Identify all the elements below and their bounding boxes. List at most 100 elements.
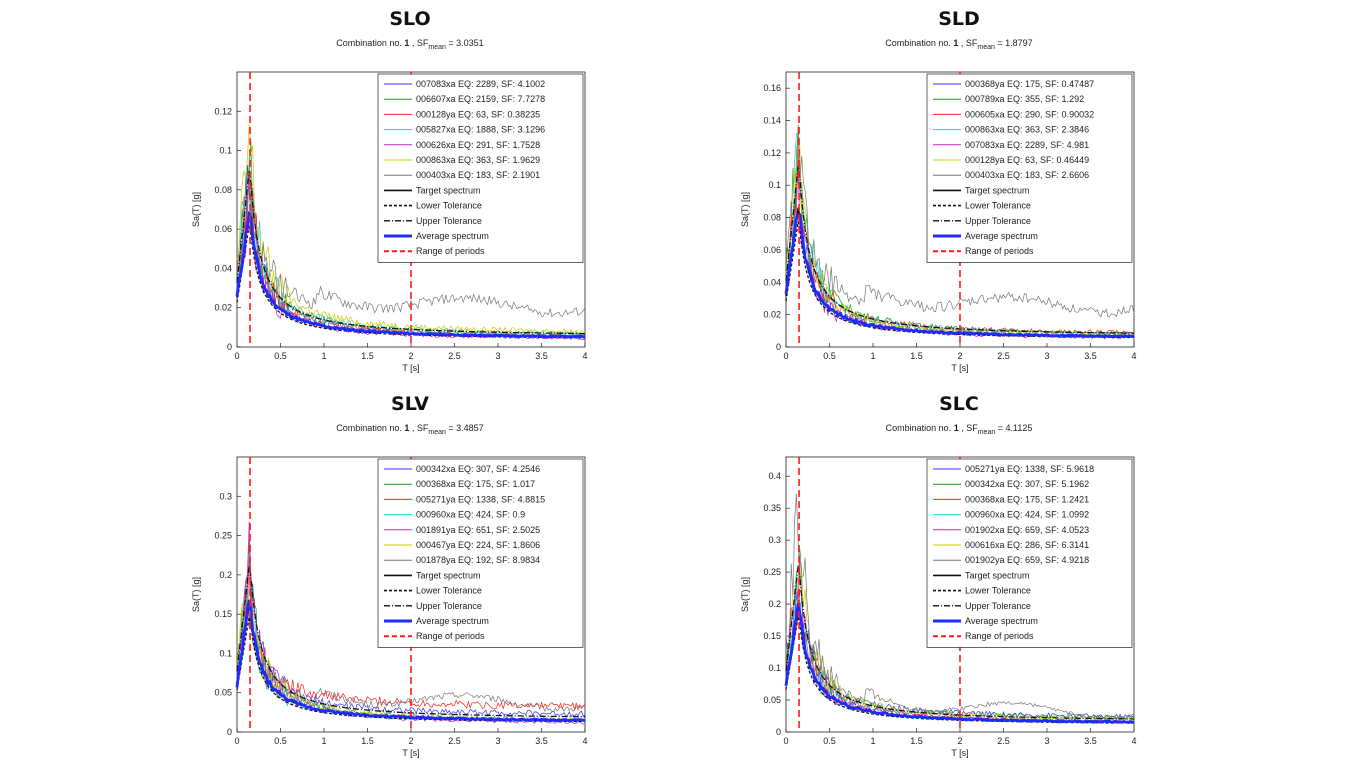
legend-box [926,458,1133,648]
legend-label: Average spectrum [965,231,1038,241]
x-tick-label: 2.5 [997,351,1010,361]
legend-label: Upper Tolerance [416,601,482,611]
y-tick-label: 0.4 [768,471,781,481]
y-tick-label: 0.04 [214,263,232,273]
x-tick-label: 3 [1044,351,1049,361]
chart-subtitle: Combination no. 1 , SFmean = 4.1125 [885,423,1033,436]
y-axis-label: Sa(T) [g] [740,577,750,612]
x-tick-label: 0.5 [823,351,836,361]
spectrum-plot-slo: 0 0.5 1 1.5 2 2.5 3 3.5 4 0 0.02 0.04 0.06 0.08 0.1 0.1… [191,71,588,373]
x-tick-label: 1 [321,736,326,746]
x-tick-label: 3 [495,351,500,361]
x-tick-label: 1.5 [361,736,374,746]
legend-label: 000368xa EQ: 175, SF: 1.017 [416,479,535,489]
legend-label: 000403xa EQ: 183, SF: 2.1901 [416,170,540,180]
x-tick-label: 3 [495,736,500,746]
y-axis-label: Sa(T) [g] [191,577,201,612]
legend-label: 001902xa EQ: 659, SF: 4.0523 [965,525,1089,535]
y-tick-label: 0.3 [219,491,232,501]
x-axis-label: T [s] [402,363,419,373]
panel-slc: SLC Combination no. 1 , SFmean = 4.1125 … [729,393,1189,763]
x-tick-label: 2.5 [448,351,461,361]
chart-title: SLC [939,393,979,415]
y-tick-label: 0.02 [214,303,232,313]
legend-label: 006607xa EQ: 2159, SF: 7.7278 [416,94,545,104]
x-tick-label: 3.5 [535,351,548,361]
legend-label: 001878ya EQ: 192, SF: 8.9834 [416,555,540,565]
y-tick-label: 0.16 [763,83,781,93]
x-tick-label: 3.5 [535,736,548,746]
x-tick-label: 1.5 [361,351,374,361]
x-tick-label: 4 [582,351,587,361]
legend-label: 005827xa EQ: 1888, SF: 3.1296 [416,125,545,135]
legend-label: 000626xa EQ: 291, SF: 1.7528 [416,140,540,150]
spectrum-plot-slc: 0 0.5 1 1.5 2 2.5 3 3.5 4 0 0.05 0.1 0.15 0.2 0.25 0.3 0… [740,456,1137,758]
average-spectrum-line [784,603,1135,724]
x-tick-label: 0.5 [823,736,836,746]
x-axis-label: T [s] [951,363,968,373]
spectrum-plot-sld: 0 0.5 1 1.5 2 2.5 3 3.5 4 0 0.02 0.04 0.06 0.08 0.1 0.1… [740,71,1137,373]
legend-label: 000368ya EQ: 175, SF: 0.47487 [965,79,1094,89]
legend-box [926,73,1133,263]
legend-label: 007083xa EQ: 2289, SF: 4.981 [965,140,1089,150]
legend-label: Lower Tolerance [965,586,1031,596]
x-tick-label: 0.5 [274,351,287,361]
legend-label: Range of periods [965,246,1034,256]
legend-label: 001902ya EQ: 659, SF: 4.9218 [965,555,1089,565]
chart-subtitle: Combination no. 1 , SFmean = 3.4857 [336,423,484,436]
legend-label: Target spectrum [965,185,1030,195]
legend-label: 000960xa EQ: 424, SF: 0.9 [416,510,525,520]
y-tick-label: 0.06 [763,245,781,255]
legend-label: 005271ya EQ: 1338, SF: 4.8815 [416,494,545,504]
legend-label: Lower Tolerance [416,586,482,596]
legend-label: 000605xa EQ: 290, SF: 0.90032 [965,109,1094,119]
lower-tolerance-line [236,616,586,723]
y-axis-label: Sa(T) [g] [740,192,750,227]
legend-label: 000342xa EQ: 307, SF: 5.1962 [965,479,1089,489]
legend-label: Range of periods [416,631,485,641]
x-tick-label: 4 [1131,351,1136,361]
panel-slo: SLO Combination no. 1 , SFmean = 3.0351 … [180,8,640,378]
y-tick-label: 0.14 [763,116,781,126]
x-tick-label: 0 [234,736,239,746]
y-tick-label: 0.05 [763,695,781,705]
spectrum-plot-slv: 0 0.5 1 1.5 2 2.5 3 3.5 4 0 0.05 0.1 0.15 0.2 0.25 0.3 T… [191,456,588,758]
legend-label: Lower Tolerance [416,201,482,211]
legend-label: 000368xa EQ: 175, SF: 1.2421 [965,494,1089,504]
average-spectrum-line [784,213,1135,339]
y-tick-label: 0.02 [763,310,781,320]
legend-label: Average spectrum [416,231,489,241]
legend-label: Range of periods [965,631,1034,641]
y-tick-label: 0.08 [763,213,781,223]
legend-label: 000128ya EQ: 63, SF: 0.38235 [416,109,540,119]
y-tick-label: 0 [776,727,781,737]
y-tick-label: 0.25 [214,531,232,541]
x-tick-label: 0.5 [274,736,287,746]
average-spectrum-line [235,210,586,339]
y-tick-label: 0.15 [763,631,781,641]
x-tick-label: 3.5 [1084,351,1097,361]
x-tick-label: 1.5 [910,736,923,746]
y-tick-label: 0.15 [214,609,232,619]
y-tick-label: 0.06 [214,224,232,234]
legend-label: Upper Tolerance [965,601,1031,611]
x-tick-label: 1 [870,736,875,746]
y-tick-label: 0.12 [763,148,781,158]
x-tick-label: 1 [321,351,326,361]
chart-title: SLV [391,393,429,415]
y-tick-label: 0.08 [214,185,232,195]
legend-label: Range of periods [416,246,485,256]
legend-label: 000467ya EQ: 224, SF: 1.8606 [416,540,540,550]
legend-label: 000342xa EQ: 307, SF: 4.2546 [416,464,540,474]
chart-title: SLO [389,8,431,30]
y-tick-label: 0.04 [763,277,781,287]
legend-label: Target spectrum [416,185,481,195]
legend-label: 000863xa EQ: 363, SF: 2.3846 [965,125,1089,135]
record-line [236,164,586,318]
y-tick-label: 0.3 [768,535,781,545]
y-tick-label: 0 [227,727,232,737]
y-tick-label: 0.1 [768,180,781,190]
x-tick-label: 4 [582,736,587,746]
y-tick-label: 0.35 [763,503,781,513]
panel-sld: SLD Combination no. 1 , SFmean = 1.8797 … [729,8,1189,378]
